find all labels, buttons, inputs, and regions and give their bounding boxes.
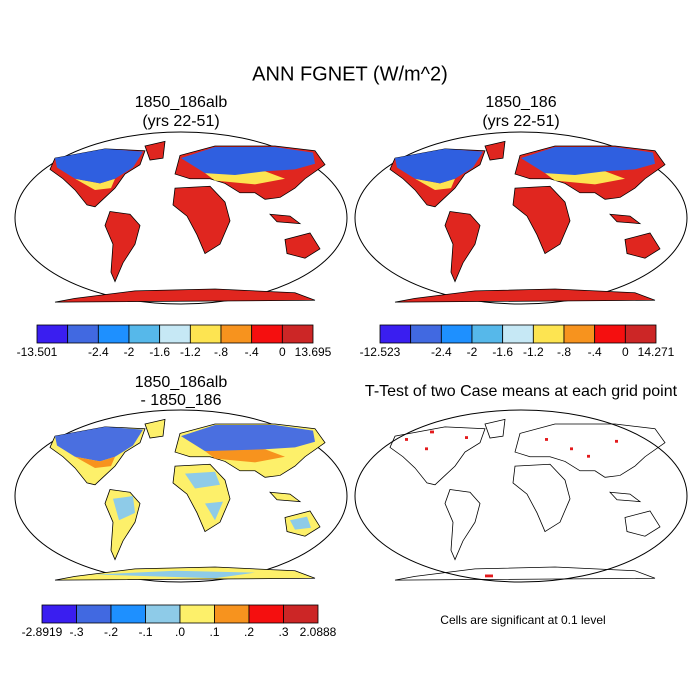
colorbar-box <box>97 324 130 344</box>
colorbar-label: -.2 <box>104 625 118 639</box>
colorbar-box <box>67 324 99 344</box>
colorbar-label: .1 <box>209 625 219 639</box>
panel-title: 1850_186alb <box>135 94 228 111</box>
colorbar-box <box>36 324 69 344</box>
colorbar-label: 0 <box>622 345 629 359</box>
colorbar-box <box>624 324 657 344</box>
panel-title: 1850_186alb <box>135 374 228 391</box>
panel-title: - 1850_186 <box>141 392 222 409</box>
panel-note: Cells are significant at 0.1 level <box>440 613 605 627</box>
colorbar-box <box>214 604 250 624</box>
colorbar-box <box>251 324 283 344</box>
colorbar-box <box>76 604 112 624</box>
panel-title: T-Test of two Case means at each grid po… <box>365 383 678 400</box>
colorbar-label: -12.523 <box>360 345 401 359</box>
colorbar-label: 2.0888 <box>300 625 337 639</box>
colorbar-label: .0 <box>175 625 185 639</box>
colorbar-box <box>410 324 442 344</box>
colorbar-label: -.4 <box>245 345 259 359</box>
colorbar-box <box>281 324 314 344</box>
panel-title: (yrs 22-51) <box>482 113 559 130</box>
colorbar-box <box>379 324 412 344</box>
panel-title: (yrs 22-51) <box>142 113 219 130</box>
colorbar-box <box>41 604 77 624</box>
colorbar-label: -.8 <box>557 345 571 359</box>
colorbar-label: 13.695 <box>295 345 332 359</box>
colorbar-label: -1.2 <box>180 345 201 359</box>
colorbar-label: -.8 <box>214 345 228 359</box>
colorbar-box <box>502 324 534 344</box>
colorbar-label: -.4 <box>588 345 602 359</box>
colorbar-box <box>110 604 146 624</box>
colorbar-box <box>283 604 319 624</box>
colorbar-label: -1.6 <box>149 345 170 359</box>
colorbar-label: -2.8919 <box>22 625 63 639</box>
colorbar-box <box>248 604 284 624</box>
colorbar-box <box>440 324 473 344</box>
colorbar-label: -13.501 <box>17 345 58 359</box>
colorbar-label: -2 <box>467 345 478 359</box>
colorbar-box <box>189 324 222 344</box>
colorbar-box <box>179 604 215 624</box>
colorbar-label: .3 <box>278 625 288 639</box>
colorbar-box <box>532 324 565 344</box>
colorbar-label: -2 <box>124 345 135 359</box>
colorbar-label: -2.4 <box>88 345 109 359</box>
panel-title: 1850_186 <box>485 94 556 111</box>
colorbar-box <box>471 324 504 344</box>
colorbar-box <box>220 324 253 344</box>
colorbar-label: 0 <box>279 345 286 359</box>
figure-title: ANN FGNET (W/m^2) <box>252 63 448 85</box>
colorbar-box <box>563 324 596 344</box>
colorbar-label: -1.6 <box>492 345 513 359</box>
colorbar-box <box>159 324 191 344</box>
map-frame <box>354 409 688 583</box>
colorbar-label: -2.4 <box>431 345 452 359</box>
colorbar-box <box>128 324 161 344</box>
colorbar-label: 14.271 <box>638 345 675 359</box>
colorbar-label: -.3 <box>69 625 83 639</box>
colorbar-label: -1.2 <box>523 345 544 359</box>
colorbar-box <box>594 324 626 344</box>
colorbar-label: -.1 <box>138 625 152 639</box>
colorbar-label: .2 <box>244 625 254 639</box>
colorbar-box <box>145 604 181 624</box>
